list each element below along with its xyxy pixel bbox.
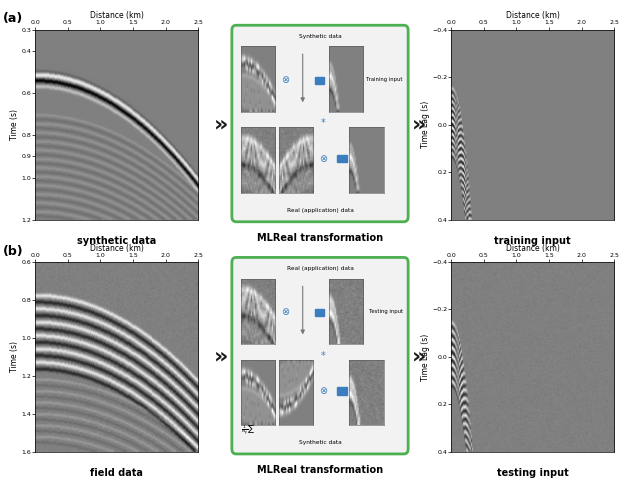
Text: ⊗: ⊗ (282, 75, 289, 85)
Text: synthetic data: synthetic data (77, 236, 156, 246)
Text: testing input: testing input (497, 468, 569, 478)
Text: ⊗: ⊗ (319, 386, 328, 396)
Text: »: » (214, 115, 228, 134)
Text: *: * (321, 119, 326, 128)
Text: $\frac{1}{N_p}\sum$: $\frac{1}{N_p}\sum$ (241, 424, 254, 438)
FancyBboxPatch shape (232, 25, 408, 222)
Text: ⊗: ⊗ (319, 154, 328, 164)
Text: MLReal transformation: MLReal transformation (257, 233, 383, 243)
Bar (315, 77, 324, 84)
Y-axis label: Time Lag (s): Time Lag (s) (421, 101, 430, 148)
Text: training input: training input (495, 236, 571, 246)
Text: Real (application) data: Real (application) data (287, 266, 353, 271)
Text: field data: field data (90, 468, 143, 478)
Y-axis label: Time (s): Time (s) (10, 109, 19, 140)
Text: Testing input: Testing input (369, 309, 403, 314)
X-axis label: Distance (km): Distance (km) (506, 244, 560, 252)
Bar (337, 387, 347, 395)
X-axis label: Distance (km): Distance (km) (90, 244, 144, 252)
Y-axis label: Time (s): Time (s) (10, 341, 19, 372)
Bar (315, 309, 324, 316)
Text: Synthetic data: Synthetic data (299, 440, 341, 445)
X-axis label: Distance (km): Distance (km) (506, 11, 560, 20)
FancyBboxPatch shape (232, 257, 408, 454)
Text: »: » (214, 347, 228, 367)
Text: *: * (321, 351, 326, 361)
Text: Real (application) data: Real (application) data (287, 208, 353, 213)
Text: Training input: Training input (367, 77, 403, 82)
Text: (b): (b) (3, 245, 24, 257)
Bar (337, 155, 347, 163)
Y-axis label: Time Lag (s): Time Lag (s) (421, 333, 430, 380)
Text: ⊗: ⊗ (282, 307, 289, 317)
Text: »: » (412, 115, 426, 134)
Text: »: » (412, 347, 426, 367)
Text: (a): (a) (3, 12, 24, 25)
X-axis label: Distance (km): Distance (km) (90, 11, 144, 20)
Text: MLReal transformation: MLReal transformation (257, 465, 383, 475)
Text: Synthetic data: Synthetic data (299, 34, 341, 39)
